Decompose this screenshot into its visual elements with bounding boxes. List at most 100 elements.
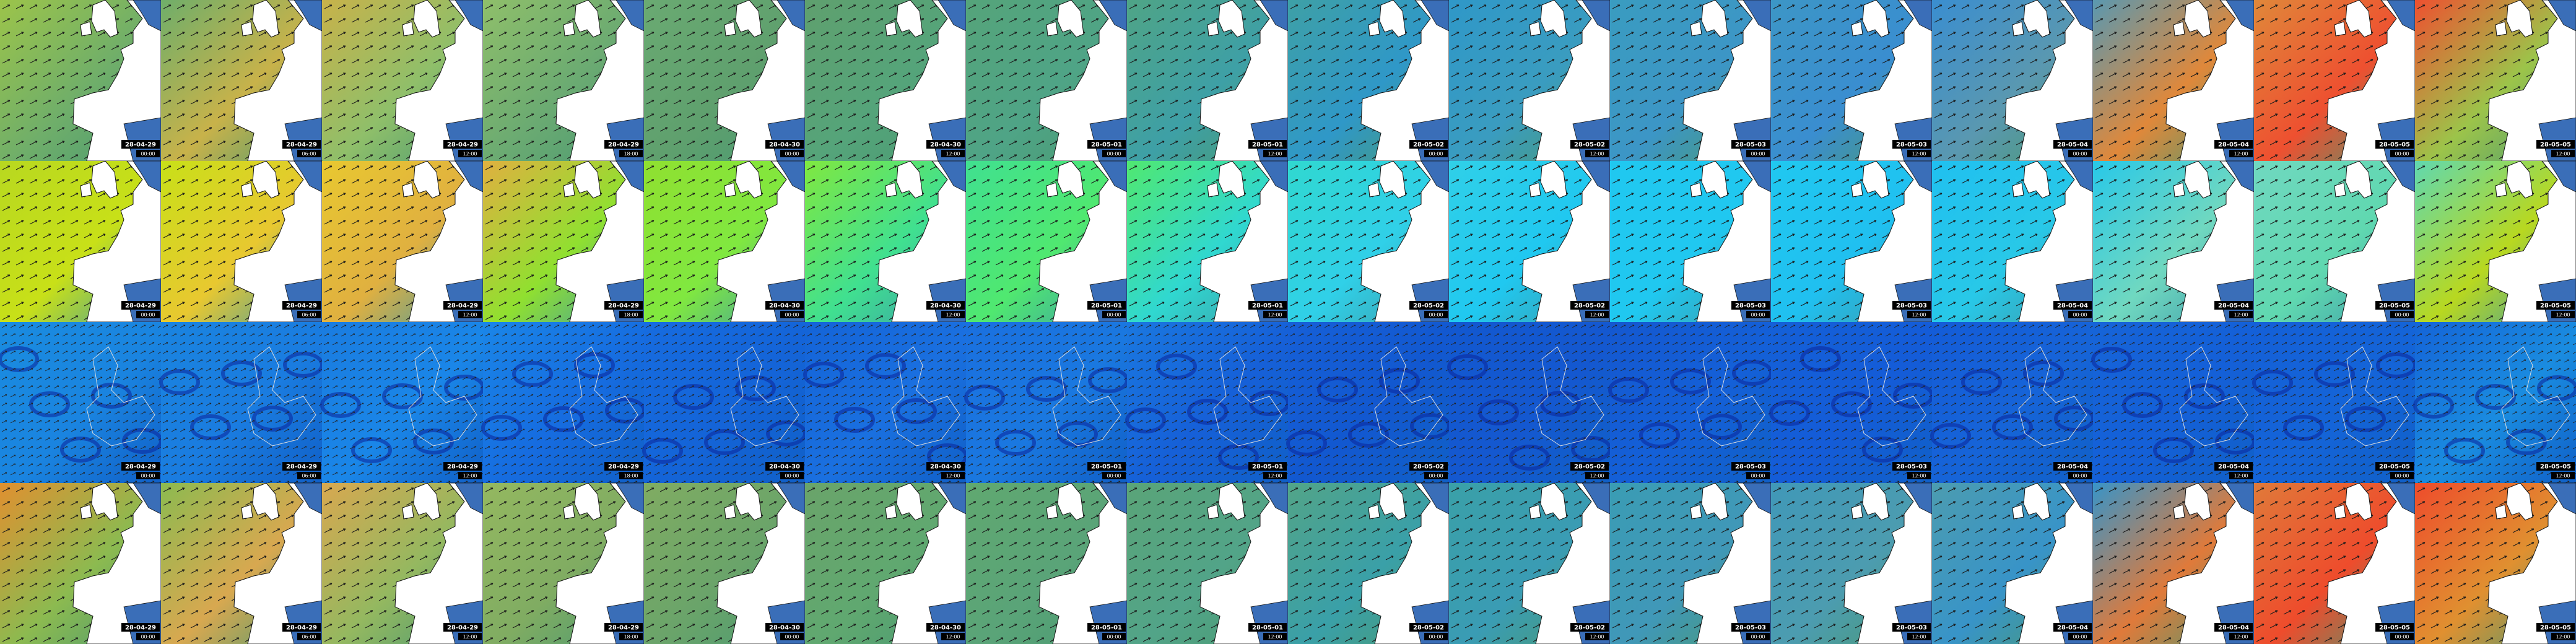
map-tile: 28-05-02 00:00 <box>1288 0 1450 162</box>
date-label: 28-04-29 <box>608 142 639 149</box>
time-box <box>1424 150 1448 157</box>
sea <box>1904 0 1933 32</box>
map-tile: 28-04-29 00:00 <box>0 0 162 162</box>
date-box <box>2053 301 2092 310</box>
date-box <box>1570 623 1609 632</box>
time-box <box>2068 150 2092 157</box>
land <box>1701 0 1728 38</box>
land <box>413 160 440 199</box>
time-label: 12:00 <box>2234 473 2248 479</box>
land <box>563 21 575 37</box>
land <box>2326 482 2416 644</box>
time-box <box>1102 150 1126 157</box>
land <box>1038 482 1128 644</box>
map-tile: 28-05-02 12:00 <box>1449 482 1611 644</box>
land <box>2023 482 2050 521</box>
map-tile: 28-04-29 00:00 <box>0 160 162 323</box>
time-label: 00:00 <box>1107 312 1121 318</box>
date-label: 28-04-29 <box>447 303 478 310</box>
time-label: 12:00 <box>1912 312 1926 318</box>
time-label: 00:00 <box>1107 634 1121 640</box>
date-box <box>121 140 160 149</box>
coastline <box>2501 346 2570 446</box>
date-box <box>2536 623 2575 632</box>
date-box <box>2375 462 2414 471</box>
land <box>724 504 736 520</box>
date-label: 28-05-01 <box>1091 142 1122 149</box>
time-label: 00:00 <box>1107 473 1121 479</box>
date-box <box>1248 623 1287 632</box>
wind-arrows <box>1771 322 1932 483</box>
land <box>1057 160 1084 199</box>
land <box>2004 482 2094 644</box>
date-box <box>1409 301 1448 310</box>
date-label: 28-05-04 <box>2057 625 2088 632</box>
map-tile: 28-04-29 12:00 <box>322 160 484 323</box>
coastline <box>1374 346 1443 446</box>
date-label: 28-05-01 <box>1091 303 1122 310</box>
map-tile: 28-05-01 00:00 <box>966 160 1128 323</box>
date-box <box>765 462 804 471</box>
time-box <box>458 472 482 479</box>
land <box>2506 482 2533 521</box>
map-tile: 28-05-01 00:00 <box>966 482 1128 644</box>
time-label: 12:00 <box>1912 473 1926 479</box>
land <box>1046 21 1058 37</box>
map-tile: 28-05-04 12:00 <box>2093 160 2255 323</box>
date-label: 28-04-29 <box>608 303 639 310</box>
land <box>91 0 118 38</box>
sea <box>1260 160 1289 193</box>
date-label: 28-05-01 <box>1091 625 1122 632</box>
date-box <box>2536 140 2575 149</box>
sea <box>938 482 967 515</box>
date-label: 28-04-30 <box>769 303 800 310</box>
map-tile: 28-05-01 00:00 <box>964 322 1129 483</box>
time-label: 12:00 <box>463 312 477 318</box>
time-box <box>619 311 643 318</box>
time-box <box>136 633 160 640</box>
date-label: 28-05-04 <box>2057 303 2088 310</box>
land <box>1682 482 1772 644</box>
land <box>2487 482 2576 644</box>
time-box <box>2068 472 2092 479</box>
date-box <box>443 623 482 632</box>
date-label: 28-05-04 <box>2218 625 2249 632</box>
land <box>241 21 253 37</box>
land <box>2184 482 2211 521</box>
land <box>1701 160 1728 199</box>
time-box <box>941 150 965 157</box>
land <box>885 21 897 37</box>
map-tile: 28-04-29 06:00 <box>161 160 323 323</box>
coastline <box>2340 346 2409 446</box>
wind-arrows <box>161 322 322 483</box>
date-box <box>2375 140 2414 149</box>
land <box>1540 160 1567 199</box>
land <box>1046 504 1058 520</box>
sea <box>1099 0 1128 32</box>
land <box>1199 482 1289 644</box>
time-label: 12:00 <box>1268 312 1282 318</box>
land <box>2023 0 2050 38</box>
time-box <box>458 150 482 157</box>
sea <box>777 160 806 193</box>
time-label: 12:00 <box>2556 473 2570 479</box>
date-label: 28-05-05 <box>2540 464 2571 471</box>
sea <box>777 482 806 515</box>
land <box>2495 182 2507 198</box>
map-tile: 28-04-29 12:00 <box>322 0 484 162</box>
map-tile: 28-05-04 00:00 <box>1932 160 2094 323</box>
sea <box>1260 482 1289 515</box>
time-box <box>1746 150 1770 157</box>
time-label: 12:00 <box>2556 634 2570 640</box>
time-box <box>619 472 643 479</box>
sea <box>938 0 967 32</box>
sea <box>2065 482 2094 515</box>
land <box>1207 21 1219 37</box>
time-label: 00:00 <box>2395 473 2409 479</box>
map-tile: 28-04-29 18:00 <box>481 322 646 483</box>
land <box>2345 482 2372 521</box>
date-box <box>604 623 643 632</box>
date-box <box>2053 462 2092 471</box>
date-label: 28-05-01 <box>1091 464 1122 471</box>
map-tile: 28-05-01 12:00 <box>1127 482 1289 644</box>
